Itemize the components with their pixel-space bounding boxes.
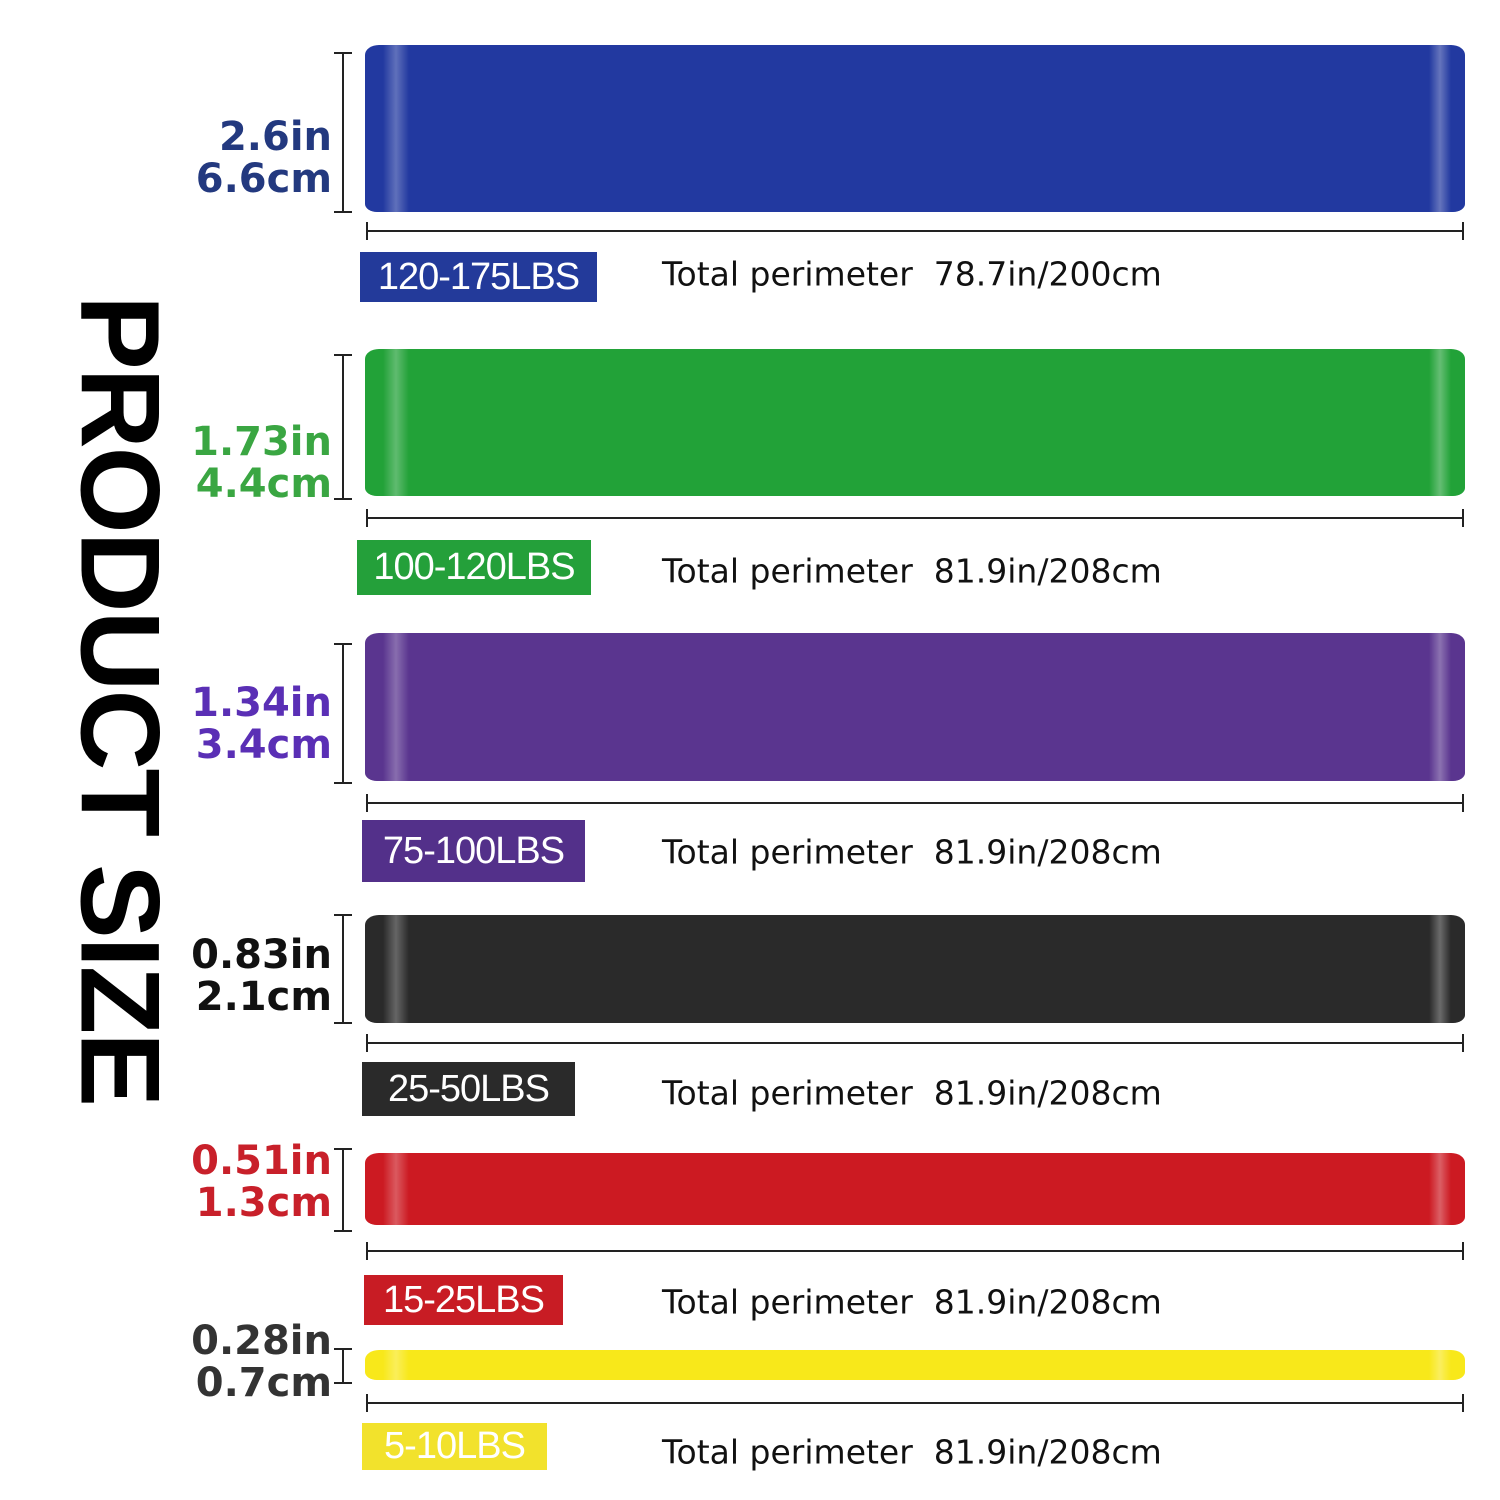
band-width-cm: 1.3cm <box>195 1180 332 1226</box>
resistance-band <box>365 1350 1465 1380</box>
band-width-cm: 3.4cm <box>195 722 332 768</box>
perimeter-line <box>366 1034 1464 1052</box>
resistance-badge: 5-10LBS <box>362 1423 547 1470</box>
perimeter-line <box>366 794 1464 812</box>
band-width-inches: 0.28in <box>191 1318 332 1364</box>
band-width-cm: 6.6cm <box>195 156 332 202</box>
band-width-inches: 0.83in <box>191 932 332 978</box>
resistance-badge: 25-50LBS <box>362 1062 575 1116</box>
product-size-title: PRODUCT SIZE <box>57 295 183 1105</box>
perimeter-line <box>366 509 1464 527</box>
width-bracket <box>334 1348 352 1384</box>
perimeter-text: Total perimeter 81.9in/208cm <box>662 832 1162 872</box>
band-width-inches: 2.6in <box>218 114 332 160</box>
resistance-band <box>365 45 1465 212</box>
perimeter-line <box>366 222 1464 240</box>
perimeter-text: Total perimeter 78.7in/200cm <box>662 254 1162 294</box>
width-bracket <box>334 914 352 1024</box>
band-width-cm: 4.4cm <box>195 461 332 507</box>
band-width-inches: 1.73in <box>191 419 332 465</box>
resistance-badge: 100-120LBS <box>357 540 591 595</box>
band-width-cm: 2.1cm <box>195 974 332 1020</box>
band-width-inches: 0.51in <box>191 1138 332 1184</box>
width-bracket <box>334 1148 352 1232</box>
perimeter-text: Total perimeter 81.9in/208cm <box>662 1073 1162 1113</box>
perimeter-line <box>366 1242 1464 1260</box>
perimeter-text: Total perimeter 81.9in/208cm <box>662 1432 1162 1472</box>
perimeter-text: Total perimeter 81.9in/208cm <box>662 1282 1162 1322</box>
perimeter-text: Total perimeter 81.9in/208cm <box>662 551 1162 591</box>
band-width-cm: 0.7cm <box>195 1360 332 1406</box>
width-bracket <box>334 354 352 500</box>
resistance-badge: 75-100LBS <box>362 820 585 882</box>
resistance-band <box>365 349 1465 496</box>
width-bracket <box>334 643 352 784</box>
width-bracket <box>334 52 352 213</box>
resistance-band <box>365 1153 1465 1225</box>
band-width-inches: 1.34in <box>191 680 332 726</box>
resistance-badge: 120-175LBS <box>360 252 597 302</box>
perimeter-line <box>366 1394 1464 1412</box>
resistance-band <box>365 633 1465 781</box>
resistance-badge: 15-25LBS <box>364 1275 563 1325</box>
resistance-band <box>365 915 1465 1023</box>
